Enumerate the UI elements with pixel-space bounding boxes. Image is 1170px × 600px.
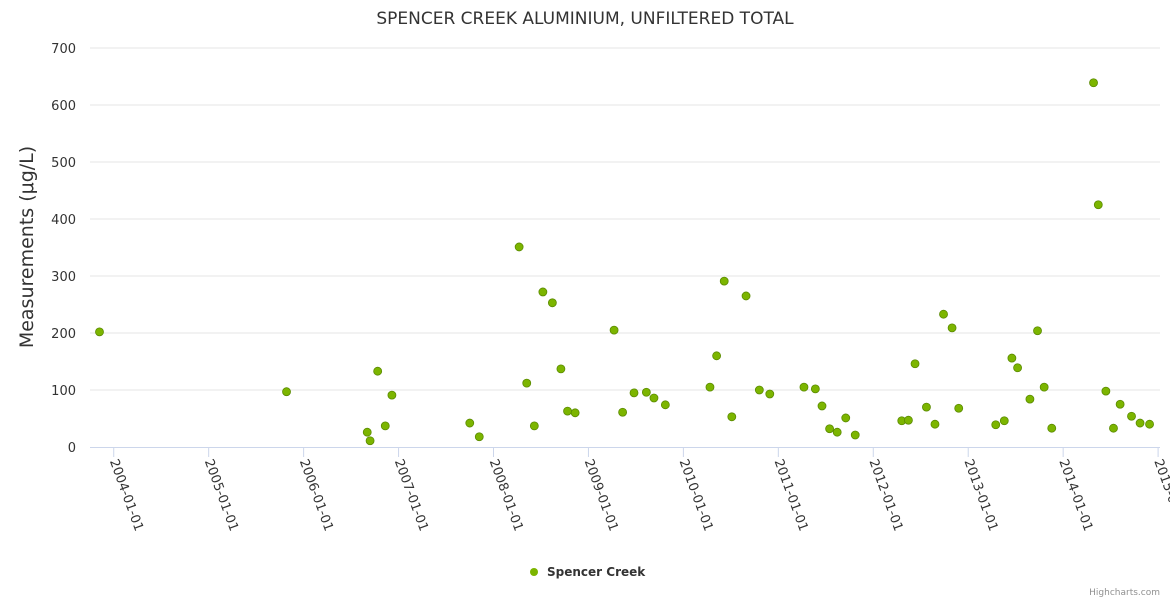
data-point[interactable] xyxy=(939,309,948,319)
data-point[interactable] xyxy=(570,408,580,418)
data-point[interactable] xyxy=(910,359,920,369)
data-point[interactable] xyxy=(741,291,751,301)
data-point[interactable] xyxy=(465,418,475,428)
legend-item-spencer-creek[interactable]: Spencer Creek xyxy=(530,565,646,579)
x-tick-label: 2014-01-01 xyxy=(1055,457,1095,533)
data-point[interactable] xyxy=(380,421,390,431)
data-point[interactable] xyxy=(373,366,383,376)
data-point[interactable] xyxy=(1115,399,1125,409)
data-point[interactable] xyxy=(1109,423,1118,433)
data-point[interactable] xyxy=(841,413,851,423)
data-point[interactable] xyxy=(1007,353,1017,363)
data-point[interactable] xyxy=(1135,418,1145,428)
x-tick-label: 2011-01-01 xyxy=(771,457,811,533)
data-point[interactable] xyxy=(282,387,291,397)
data-point[interactable] xyxy=(1145,419,1154,429)
highcharts-credit[interactable]: Highcharts.com xyxy=(1089,588,1160,598)
data-point[interactable] xyxy=(832,427,842,437)
data-point[interactable] xyxy=(1033,326,1042,336)
y-tick-label: 0 xyxy=(68,441,76,456)
data-point[interactable] xyxy=(954,403,964,413)
data-point[interactable] xyxy=(1127,411,1136,421)
data-point[interactable] xyxy=(810,384,820,394)
data-point[interactable] xyxy=(365,436,375,446)
data-point[interactable] xyxy=(641,387,651,397)
x-tick-label: 2006-01-01 xyxy=(296,457,336,533)
data-point[interactable] xyxy=(547,298,557,308)
data-point[interactable] xyxy=(754,385,764,395)
data-point[interactable] xyxy=(514,242,524,252)
x-tick-label: 2005-01-01 xyxy=(201,457,241,533)
data-point[interactable] xyxy=(609,325,619,335)
data-point[interactable] xyxy=(618,407,628,417)
y-tick-label: 400 xyxy=(51,213,76,228)
data-point[interactable] xyxy=(1047,423,1057,433)
data-point[interactable] xyxy=(95,327,104,337)
y-tick-label: 700 xyxy=(51,42,76,57)
data-point[interactable] xyxy=(991,420,1001,430)
x-tick-label: 2004-01-01 xyxy=(106,457,146,533)
data-point[interactable] xyxy=(817,401,827,411)
legend-label: Spencer Creek xyxy=(547,565,646,579)
y-tick-label: 300 xyxy=(51,270,76,285)
data-point[interactable] xyxy=(522,378,532,388)
data-point[interactable] xyxy=(765,389,775,399)
data-point[interactable] xyxy=(556,364,566,374)
data-point[interactable] xyxy=(904,415,913,425)
data-point[interactable] xyxy=(362,427,372,437)
y-tick-label: 200 xyxy=(51,327,76,342)
data-point[interactable] xyxy=(1013,363,1022,373)
data-point[interactable] xyxy=(474,432,484,442)
data-point[interactable] xyxy=(712,351,722,361)
data-point[interactable] xyxy=(922,402,931,412)
data-point[interactable] xyxy=(1093,200,1103,210)
x-tick-label: 2008-01-01 xyxy=(486,457,526,533)
data-point[interactable] xyxy=(1025,394,1035,404)
legend-marker xyxy=(530,568,538,576)
data-point[interactable] xyxy=(1101,386,1111,396)
data-point[interactable] xyxy=(629,388,639,398)
y-tick-label: 600 xyxy=(51,99,76,114)
data-point[interactable] xyxy=(538,287,548,297)
data-point[interactable] xyxy=(705,382,715,392)
data-point[interactable] xyxy=(825,424,835,434)
data-point[interactable] xyxy=(727,412,737,422)
data-point[interactable] xyxy=(1089,78,1098,88)
x-tick-label: 2009-01-01 xyxy=(581,457,621,533)
data-point[interactable] xyxy=(719,276,729,286)
data-point[interactable] xyxy=(649,393,659,403)
data-point[interactable] xyxy=(387,390,397,400)
y-axis-label: Measurements (μg/L) xyxy=(16,146,38,348)
data-point[interactable] xyxy=(563,406,572,416)
data-point[interactable] xyxy=(947,323,957,333)
x-tick-label: 2012-01-01 xyxy=(866,457,906,533)
data-point[interactable] xyxy=(660,400,670,410)
y-tick-label: 100 xyxy=(51,384,76,399)
data-point[interactable] xyxy=(529,421,539,431)
x-tick-label: 2015-01-01 xyxy=(1150,457,1170,533)
chart-title: SPENCER CREEK ALUMINIUM, UNFILTERED TOTA… xyxy=(376,9,794,29)
x-tick-label: 2010-01-01 xyxy=(676,457,716,533)
data-point[interactable] xyxy=(930,419,940,429)
data-point[interactable] xyxy=(999,416,1009,426)
y-tick-label: 500 xyxy=(51,156,76,171)
data-point[interactable] xyxy=(799,382,809,392)
data-point[interactable] xyxy=(1039,382,1049,392)
x-tick-label: 2007-01-01 xyxy=(391,457,431,533)
data-point[interactable] xyxy=(850,430,860,440)
x-tick-label: 2013-01-01 xyxy=(960,457,1000,533)
